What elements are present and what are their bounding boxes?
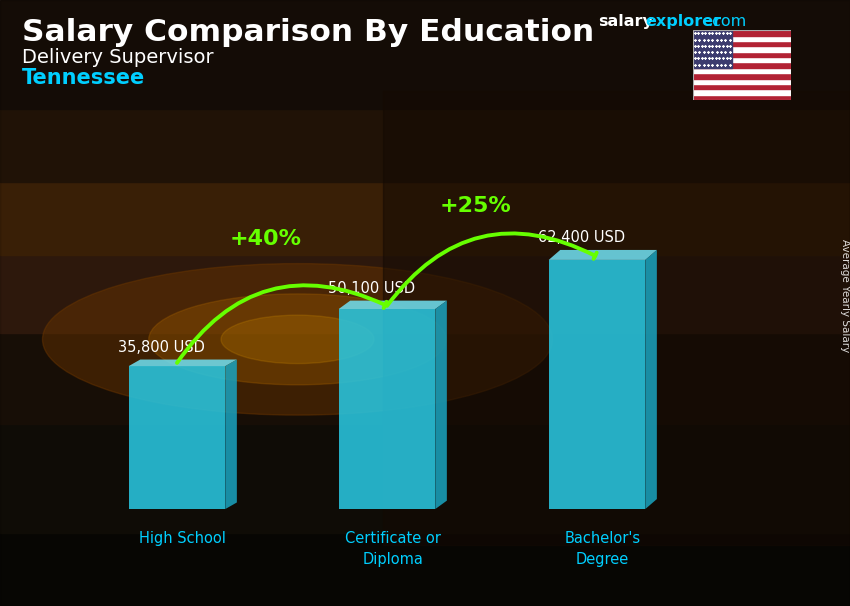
Polygon shape bbox=[435, 301, 447, 509]
Bar bbox=[0, 333, 850, 424]
Polygon shape bbox=[645, 250, 657, 509]
Polygon shape bbox=[549, 260, 645, 509]
Text: 62,400 USD: 62,400 USD bbox=[538, 230, 626, 245]
Bar bbox=[0, 0, 850, 109]
Bar bbox=[0, 424, 850, 533]
Bar bbox=[693, 89, 791, 95]
Polygon shape bbox=[128, 366, 225, 509]
Bar bbox=[693, 47, 791, 52]
Polygon shape bbox=[338, 309, 435, 509]
Bar bbox=[0, 533, 850, 606]
Text: +40%: +40% bbox=[230, 229, 301, 249]
Text: Tennessee: Tennessee bbox=[22, 68, 145, 88]
Bar bbox=[693, 36, 791, 41]
Bar bbox=[693, 41, 791, 47]
Bar bbox=[693, 52, 791, 57]
Text: +25%: +25% bbox=[439, 196, 511, 216]
Bar bbox=[693, 68, 791, 73]
Ellipse shape bbox=[149, 294, 446, 385]
Text: Certificate or
Diploma: Certificate or Diploma bbox=[345, 531, 440, 567]
Bar bbox=[693, 30, 791, 36]
Bar bbox=[693, 57, 791, 62]
Text: .com: .com bbox=[707, 14, 746, 29]
Bar bbox=[693, 79, 791, 84]
Text: salary: salary bbox=[598, 14, 653, 29]
Ellipse shape bbox=[42, 264, 552, 415]
Bar bbox=[693, 62, 791, 68]
Polygon shape bbox=[128, 359, 237, 366]
Bar bbox=[0, 255, 850, 333]
Bar bbox=[382, 91, 850, 545]
Text: High School: High School bbox=[139, 531, 226, 546]
Text: Salary Comparison By Education: Salary Comparison By Education bbox=[22, 18, 594, 47]
Bar bbox=[693, 30, 732, 68]
Bar bbox=[0, 109, 850, 182]
Text: 50,100 USD: 50,100 USD bbox=[328, 281, 416, 296]
Text: Delivery Supervisor: Delivery Supervisor bbox=[22, 48, 213, 67]
Text: explorer: explorer bbox=[645, 14, 721, 29]
Polygon shape bbox=[225, 359, 237, 509]
Bar bbox=[693, 73, 791, 79]
Bar bbox=[693, 95, 791, 100]
Text: Bachelor's
Degree: Bachelor's Degree bbox=[564, 531, 641, 567]
Bar bbox=[0, 182, 850, 255]
Text: 35,800 USD: 35,800 USD bbox=[118, 340, 205, 355]
Polygon shape bbox=[338, 301, 447, 309]
Text: Average Yearly Salary: Average Yearly Salary bbox=[840, 239, 850, 353]
Ellipse shape bbox=[221, 315, 374, 364]
Polygon shape bbox=[549, 250, 657, 260]
Bar bbox=[693, 84, 791, 89]
